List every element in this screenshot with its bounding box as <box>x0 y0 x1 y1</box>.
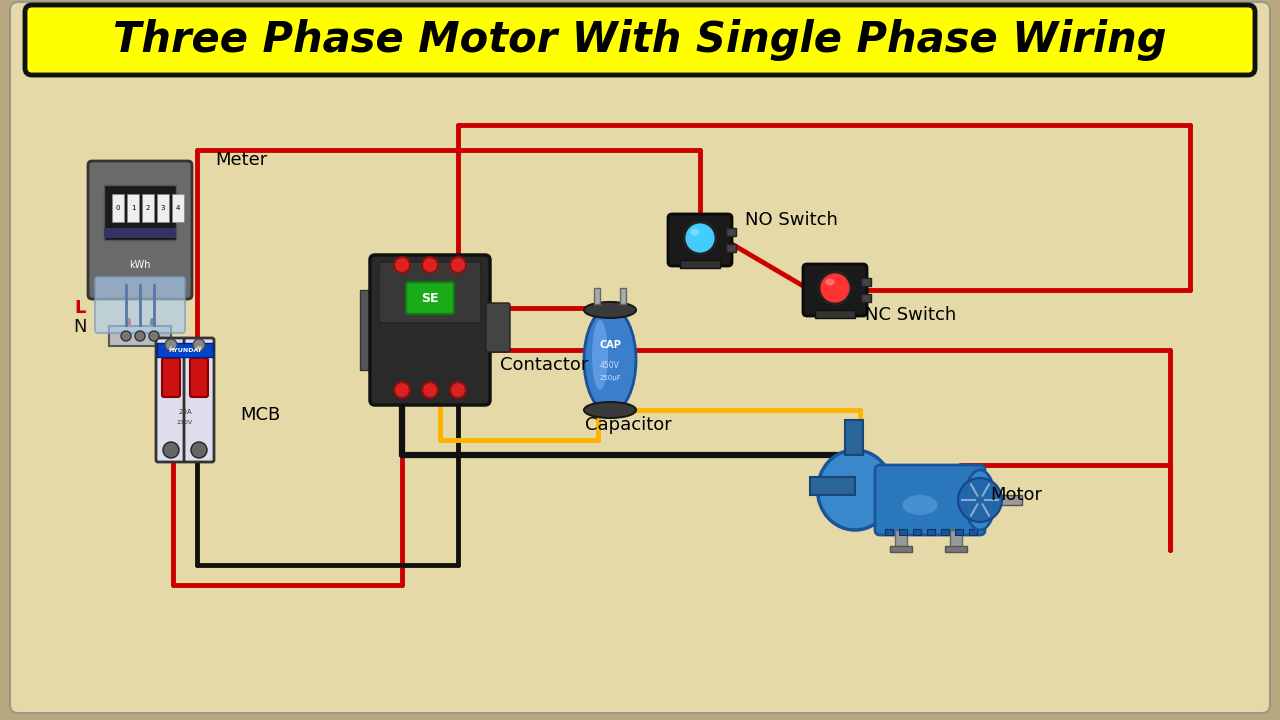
Ellipse shape <box>591 320 608 390</box>
Circle shape <box>165 339 177 351</box>
Text: 20A: 20A <box>178 409 192 415</box>
Bar <box>969 529 977 535</box>
FancyBboxPatch shape <box>189 358 207 397</box>
Circle shape <box>819 272 851 304</box>
FancyBboxPatch shape <box>10 2 1270 713</box>
Bar <box>861 294 870 302</box>
FancyBboxPatch shape <box>668 214 732 266</box>
Text: 450V: 450V <box>600 361 620 369</box>
Text: 3: 3 <box>161 205 165 211</box>
Text: NO Switch: NO Switch <box>745 211 838 229</box>
Text: kWh: kWh <box>129 260 151 270</box>
Ellipse shape <box>584 307 636 413</box>
Circle shape <box>122 331 131 341</box>
Bar <box>726 244 736 252</box>
Bar <box>899 529 908 535</box>
Bar <box>726 228 736 236</box>
Ellipse shape <box>818 450 892 530</box>
Circle shape <box>148 331 159 341</box>
FancyBboxPatch shape <box>184 338 214 462</box>
Text: 250µF: 250µF <box>599 375 621 381</box>
Bar <box>142 194 154 222</box>
Bar <box>360 290 372 370</box>
Bar <box>104 228 177 238</box>
Text: 0: 0 <box>115 205 120 211</box>
FancyBboxPatch shape <box>379 262 481 323</box>
Text: 230V: 230V <box>177 420 193 425</box>
Ellipse shape <box>965 470 995 530</box>
Circle shape <box>163 442 179 458</box>
Circle shape <box>957 478 1002 522</box>
Text: Motor: Motor <box>989 486 1042 504</box>
Circle shape <box>191 442 207 458</box>
Ellipse shape <box>902 495 937 515</box>
Text: L: L <box>74 299 86 317</box>
Bar <box>810 477 855 495</box>
FancyBboxPatch shape <box>88 161 192 299</box>
Text: L: L <box>169 346 173 351</box>
Ellipse shape <box>690 228 699 235</box>
Text: 4: 4 <box>175 205 180 211</box>
Circle shape <box>193 339 205 351</box>
Text: SE: SE <box>421 292 439 305</box>
Bar <box>950 530 963 548</box>
Ellipse shape <box>584 402 636 418</box>
Circle shape <box>684 222 716 254</box>
Circle shape <box>451 257 466 273</box>
Text: 1: 1 <box>131 205 136 211</box>
Text: CAP: CAP <box>599 340 621 350</box>
Bar <box>113 194 124 222</box>
Ellipse shape <box>584 302 636 318</box>
Bar <box>680 260 719 268</box>
Ellipse shape <box>826 279 835 286</box>
Text: HYUNDAI: HYUNDAI <box>169 348 201 353</box>
Bar <box>594 288 600 304</box>
Bar <box>172 194 184 222</box>
FancyBboxPatch shape <box>486 303 509 352</box>
Circle shape <box>134 331 145 341</box>
FancyBboxPatch shape <box>803 264 867 316</box>
Bar <box>992 495 1021 505</box>
Bar <box>104 185 177 240</box>
Bar <box>945 546 966 552</box>
Circle shape <box>394 257 410 273</box>
Bar <box>157 194 169 222</box>
Text: NC Switch: NC Switch <box>865 306 956 324</box>
Text: Capacitor: Capacitor <box>585 416 672 434</box>
Bar <box>941 529 948 535</box>
Text: Three Phase Motor With Single Phase Wiring: Three Phase Motor With Single Phase Wiri… <box>113 19 1167 61</box>
Text: N: N <box>197 346 201 351</box>
FancyBboxPatch shape <box>156 338 186 462</box>
Circle shape <box>394 382 410 398</box>
Bar <box>895 530 908 548</box>
Bar <box>955 529 963 535</box>
Bar <box>845 420 863 455</box>
FancyBboxPatch shape <box>109 326 172 346</box>
Text: Contactor: Contactor <box>500 356 589 374</box>
FancyBboxPatch shape <box>95 277 186 333</box>
Circle shape <box>422 382 438 398</box>
Text: N: N <box>73 318 87 336</box>
FancyBboxPatch shape <box>26 5 1254 75</box>
Bar <box>157 343 212 357</box>
Circle shape <box>422 257 438 273</box>
Bar <box>890 546 911 552</box>
Bar <box>913 529 922 535</box>
FancyBboxPatch shape <box>370 255 490 405</box>
Text: 2: 2 <box>146 205 150 211</box>
Bar <box>861 278 870 286</box>
Text: Meter: Meter <box>215 151 268 169</box>
Bar <box>127 194 140 222</box>
Bar <box>815 310 855 318</box>
Text: MCB: MCB <box>241 406 280 424</box>
Bar <box>884 529 893 535</box>
Bar <box>620 288 626 304</box>
FancyBboxPatch shape <box>876 465 986 535</box>
Circle shape <box>451 382 466 398</box>
Bar <box>927 529 934 535</box>
FancyBboxPatch shape <box>406 282 454 314</box>
FancyBboxPatch shape <box>163 358 180 397</box>
